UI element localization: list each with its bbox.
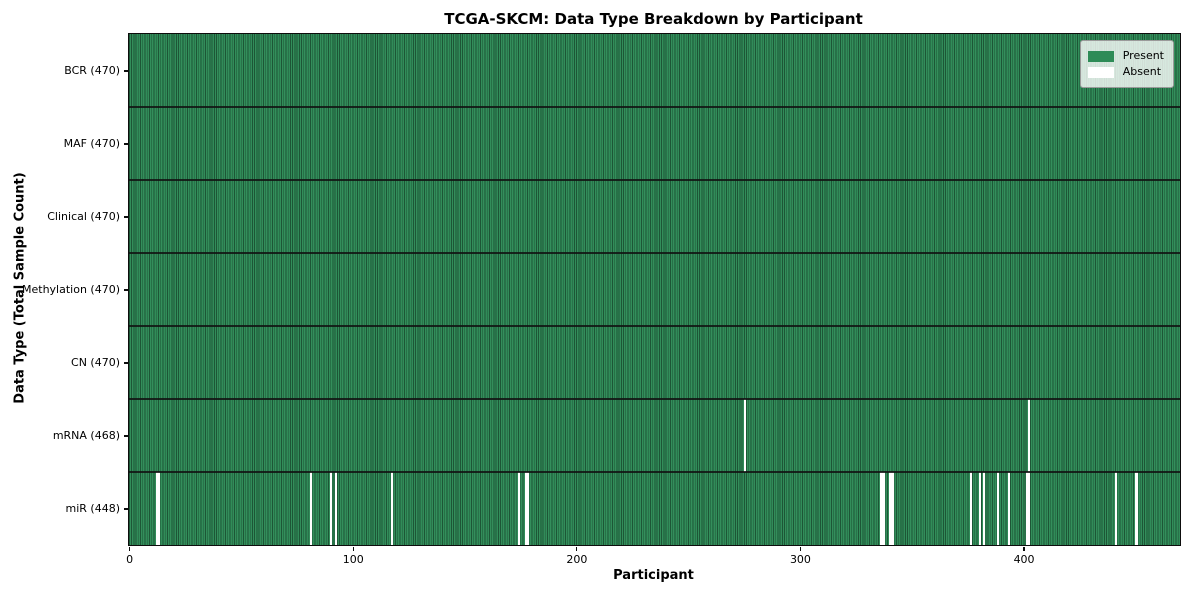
row-divider [129,252,1180,254]
heatmap-row-miR [129,472,1180,545]
legend-label-absent: Absent [1122,65,1162,78]
absent-mark-miR-13 [158,472,161,545]
x-tick-label-0: 0 [126,553,134,566]
x-tick-mark-400 [1023,547,1025,552]
absent-mark-miR-393 [1007,472,1011,545]
row-divider [129,106,1180,108]
heatmap-row-CN [129,326,1180,399]
legend-item-present: Present [1087,49,1164,63]
plot-area: Present Absent [128,33,1181,546]
legend: Present Absent [1079,40,1174,88]
heatmap-row-mRNA [129,399,1180,472]
absent-mark-miR-380 [978,472,981,545]
absent-mark-miR-388 [996,472,999,545]
x-tick-mark-100 [352,547,354,552]
absent-mark-miR-401 [1025,472,1028,545]
x-tick-mark-0 [128,547,131,552]
heatmap-row-BCR [129,34,1180,107]
row-divider [129,179,1180,181]
y-tick-mark-CN [124,362,128,364]
legend-swatch-present [1087,50,1114,62]
cell-edge-texture [129,180,1180,253]
heatmap-row-MAF [129,107,1180,180]
x-tick-label-400: 400 [1013,553,1035,566]
chart-title: TCGA-SKCM: Data Type Breakdown by Partic… [444,10,863,28]
cell-edge-texture [129,34,1180,107]
absent-mark-miR-81 [310,472,313,545]
x-axis-label: Participant [613,568,694,583]
y-tick-label-Methylation: Methylation (470) [22,283,120,297]
absent-mark-miR-90 [330,472,333,545]
y-tick-label-mRNA: mRNA (468) [52,429,120,443]
heatmap-row-Methylation [129,253,1180,326]
x-tick-mark-300 [799,547,802,552]
y-tick-mark-Methylation [124,289,128,291]
absent-mark-miR-336 [880,472,883,545]
y-tick-label-MAF: MAF (470) [63,137,120,151]
cell-edge-texture [129,107,1180,180]
y-tick-label-BCR: BCR (470) [64,64,120,78]
y-tick-mark-miR [124,508,128,510]
absent-mark-miR-337 [882,472,885,545]
y-tick-mark-MAF [124,143,128,145]
absent-mark-miR-174 [518,472,521,545]
absent-mark-miR-376 [969,472,973,545]
cell-edge-texture [129,472,1180,545]
x-tick-label-200: 200 [566,553,588,566]
absent-mark-mRNA-402 [1027,399,1031,472]
y-tick-label-miR: miR (448) [65,502,121,516]
absent-mark-miR-441 [1115,472,1118,545]
cell-edge-texture [129,253,1180,326]
x-tick-label-300: 300 [789,553,811,566]
y-tick-mark-BCR [124,70,128,72]
cell-edge-texture [129,326,1180,399]
y-tick-label-Clinical: Clinical (470) [47,210,120,224]
absent-mark-miR-450 [1135,472,1138,545]
legend-swatch-absent [1087,66,1114,78]
absent-mark-miR-92 [334,472,337,545]
heatmap-row-Clinical [129,180,1180,253]
legend-item-absent: Absent [1087,65,1164,79]
row-divider [129,471,1180,473]
row-divider [129,325,1180,327]
absent-mark-miR-341 [891,472,894,545]
absent-mark-miR-12 [155,472,159,545]
x-tick-label-100: 100 [342,553,364,566]
absent-mark-miR-402 [1027,472,1031,545]
absent-mark-miR-178 [527,472,530,545]
y-tick-mark-mRNA [124,435,128,437]
absent-mark-mRNA-275 [743,399,747,472]
absent-mark-miR-340 [889,472,892,545]
row-divider [129,398,1180,400]
y-tick-mark-Clinical [124,216,128,218]
x-tick-mark-200 [576,547,578,552]
legend-label-present: Present [1122,49,1164,62]
absent-mark-miR-177 [524,472,528,545]
y-tick-label-CN: CN (470) [71,356,120,370]
absent-mark-miR-117 [390,472,393,545]
cell-edge-texture [129,399,1180,472]
absent-mark-miR-382 [983,472,986,545]
